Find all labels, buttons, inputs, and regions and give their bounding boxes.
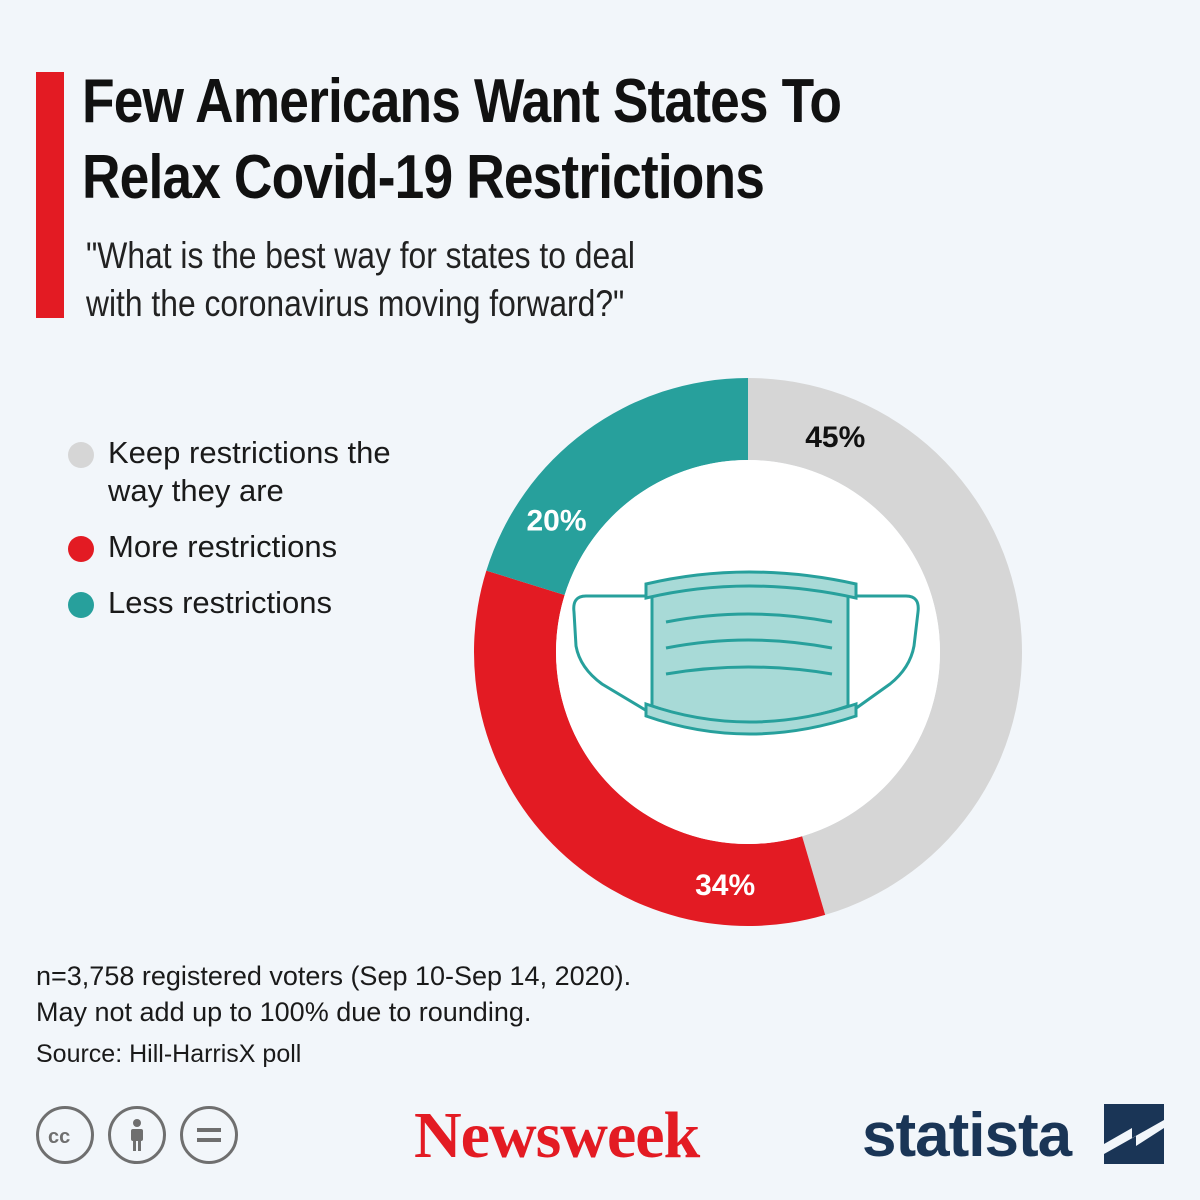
title-accent-bar — [36, 72, 64, 318]
license-icons: cc — [36, 1106, 238, 1164]
newsweek-logo[interactable]: Newsweek — [414, 1099, 700, 1172]
legend-swatch-more — [68, 536, 94, 562]
svg-text:cc: cc — [48, 1126, 70, 1147]
statista-logo-icon[interactable] — [1104, 1104, 1164, 1164]
legend-label-more: More restrictions — [108, 529, 338, 564]
label-keep-restrictions: 45% — [805, 421, 865, 454]
statista-logo-text[interactable]: statista — [862, 1101, 1072, 1170]
creative-commons-icon[interactable]: cc — [36, 1106, 94, 1164]
attribution-icon[interactable] — [108, 1106, 166, 1164]
legend-swatch-keep — [68, 442, 94, 468]
donut-slice-labels: 45% 34% 20% — [526, 421, 865, 902]
chart-title: Few Americans Want States To Relax Covid… — [82, 64, 1011, 216]
legend-label-keep: Keep restrictions the way they are — [108, 435, 391, 508]
slice-less-restrictions — [486, 378, 748, 595]
chart-title-line-1: Few Americans Want States To — [82, 67, 842, 136]
slice-more-restrictions — [473, 570, 826, 926]
legend-item-more: More restrictions — [68, 528, 408, 566]
chart-title-line-2: Relax Covid-19 Restrictions — [82, 143, 765, 212]
label-more-restrictions: 34% — [695, 869, 755, 902]
note-sample-size: n=3,758 registered voters (Sep 10-Sep 14… — [36, 961, 632, 991]
legend-item-less: Less restrictions — [68, 584, 408, 622]
face-mask-icon — [572, 570, 920, 736]
legend-label-less: Less restrictions — [108, 585, 332, 620]
chart-subtitle-line-2: with the coronavirus moving forward?" — [86, 283, 625, 324]
label-less-restrictions: 20% — [526, 504, 586, 537]
chart-subtitle-line-1: "What is the best way for states to deal — [86, 235, 635, 276]
no-derivatives-icon[interactable] — [180, 1106, 238, 1164]
note-source: Source: Hill-HarrisX poll — [36, 1040, 302, 1068]
legend-swatch-less — [68, 592, 94, 618]
legend-item-keep: Keep restrictions the way they are — [68, 434, 408, 510]
slice-keep-restrictions — [748, 378, 1022, 915]
chart-subtitle: "What is the best way for states to deal… — [86, 232, 740, 328]
note-rounding: May not add up to 100% due to rounding. — [36, 997, 532, 1027]
chart-notes: n=3,758 registered voters (Sep 10-Sep 14… — [36, 958, 836, 1072]
